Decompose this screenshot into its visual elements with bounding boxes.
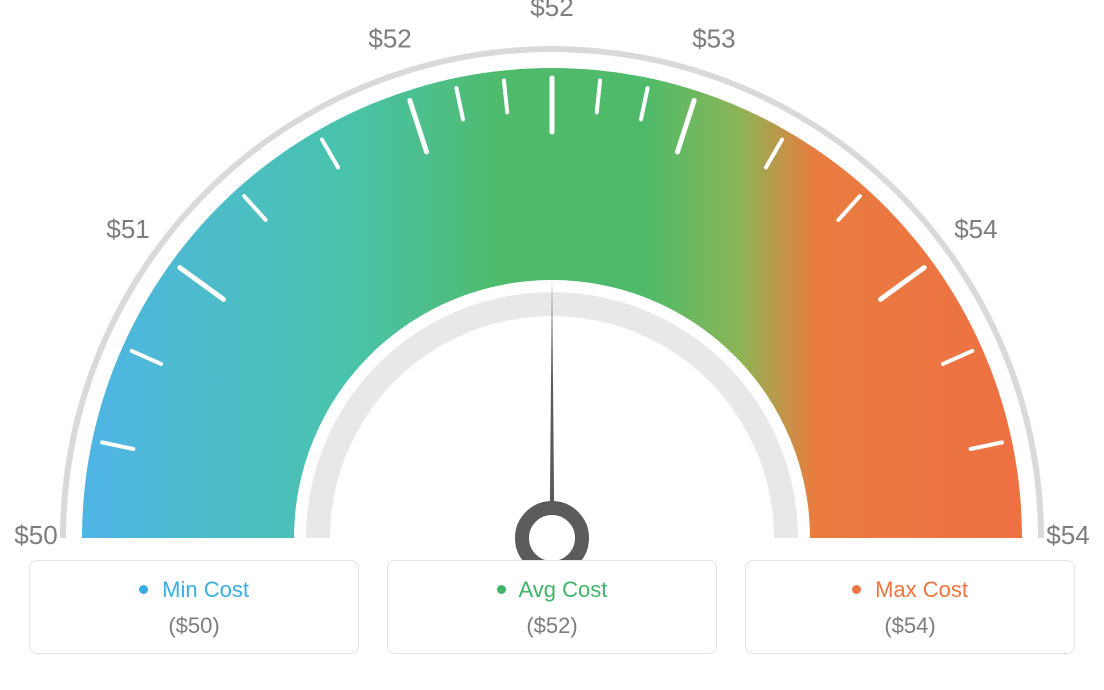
svg-text:$54: $54: [1046, 520, 1089, 550]
svg-text:$53: $53: [692, 24, 735, 54]
legend-value-avg: ($52): [398, 613, 706, 639]
legend-card-avg: Avg Cost ($52): [387, 560, 717, 654]
svg-text:$51: $51: [106, 214, 149, 244]
legend-value-min: ($50): [40, 613, 348, 639]
legend-card-min: Min Cost ($50): [29, 560, 359, 654]
legend-value-max: ($54): [756, 613, 1064, 639]
svg-text:$52: $52: [530, 0, 573, 22]
legend-label: Max Cost: [875, 577, 968, 602]
svg-text:$50: $50: [14, 520, 57, 550]
legend-row: Min Cost ($50) Avg Cost ($52) Max Cost (…: [0, 560, 1104, 654]
legend-label: Min Cost: [162, 577, 249, 602]
legend-title-min: Min Cost: [40, 577, 348, 603]
legend-label: Avg Cost: [519, 577, 608, 602]
svg-text:$54: $54: [954, 214, 997, 244]
dot-icon: [139, 585, 148, 594]
gauge-svg: $50 $51 $52 $52 $53 $54 $54: [0, 0, 1104, 560]
legend-card-max: Max Cost ($54): [745, 560, 1075, 654]
cost-gauge: $50 $51 $52 $52 $53 $54 $54: [0, 0, 1104, 560]
dot-icon: [497, 585, 506, 594]
legend-title-max: Max Cost: [756, 577, 1064, 603]
dot-icon: [852, 585, 861, 594]
legend-title-avg: Avg Cost: [398, 577, 706, 603]
svg-text:$52: $52: [368, 24, 411, 54]
